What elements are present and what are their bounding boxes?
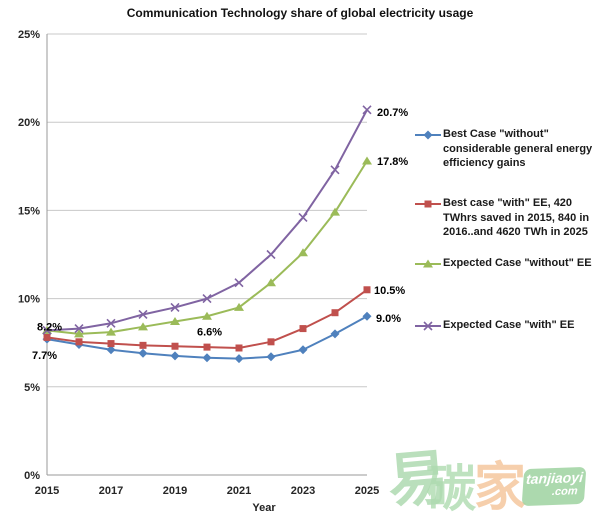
- x-marker-icon: [298, 212, 308, 223]
- legend-item-label: Best Case "without" considerable general…: [443, 128, 593, 169]
- triangle-marker-icon: [298, 248, 308, 257]
- triangle-marker-icon: [362, 156, 372, 165]
- diamond-marker-icon: [330, 329, 340, 339]
- square-marker-icon: [107, 340, 115, 348]
- x-marker-icon: [106, 318, 116, 328]
- square-marker-icon: [299, 325, 307, 333]
- data-label: 8.2%: [37, 321, 62, 333]
- y-tick-label: 25%: [18, 29, 40, 41]
- x-axis-labels: 2015 2017 2019 2021 2023 2025: [35, 485, 379, 497]
- legend-item-label: Expected Case "with" EE: [443, 319, 575, 331]
- legend-item-label: Expected Case "without" EE: [443, 257, 592, 269]
- x-marker-icon: [266, 249, 276, 260]
- triangle-marker-icon: [266, 278, 276, 287]
- diamond-marker-icon: [106, 345, 116, 355]
- x-marker-icon: [138, 309, 148, 320]
- x-marker-icon: [202, 294, 212, 304]
- x-marker-icon: [170, 302, 180, 312]
- data-label: 17.8%: [377, 156, 408, 168]
- triangle-marker-icon: [330, 207, 340, 216]
- legend-marker-icon: [415, 259, 441, 268]
- triangle-marker-icon: [138, 322, 148, 331]
- legend-marker-icon: [415, 321, 441, 331]
- x-tick-label: 2015: [35, 485, 59, 497]
- triangle-marker-icon: [170, 317, 180, 326]
- diamond-marker-icon: [298, 345, 308, 355]
- x-tick-label: 2021: [227, 485, 251, 497]
- legend-item-label: Best case "with" EE, 420 TWhrs saved in …: [443, 197, 590, 238]
- x-tick-label: 2019: [163, 485, 187, 497]
- square-marker-icon: [267, 338, 275, 346]
- y-tick-label: 15%: [18, 205, 40, 217]
- diamond-marker-icon: [202, 353, 212, 363]
- chart-title: Communication Technology share of global…: [126, 6, 474, 20]
- gridlines: [47, 33, 367, 476]
- diamond-marker-icon: [138, 348, 148, 358]
- series-line: [46, 109, 368, 332]
- legend-item-0: Best Case "without" considerable general…: [415, 127, 595, 171]
- series-3: [42, 105, 372, 335]
- diamond-marker-icon: [423, 130, 433, 140]
- y-tick-label: 10%: [18, 294, 40, 306]
- data-label: 10.5%: [374, 285, 405, 297]
- data-label: 7.7%: [32, 350, 57, 362]
- series-line: [46, 160, 368, 335]
- triangle-marker-icon: [106, 327, 116, 336]
- watermark-badge: tanjiaoyi .com: [521, 466, 587, 507]
- diamond-marker-icon: [266, 352, 276, 362]
- triangle-marker-icon: [202, 311, 212, 320]
- data-label: 20.7%: [377, 107, 408, 119]
- x-tick-label: 2017: [99, 485, 123, 497]
- square-marker-icon: [171, 342, 179, 350]
- legend-item-2: Expected Case "without" EE: [415, 256, 595, 271]
- square-marker-icon: [203, 343, 211, 351]
- x-axis-title: Year: [252, 502, 276, 514]
- y-tick-label: 0%: [24, 470, 40, 482]
- square-marker-icon: [235, 344, 243, 352]
- data-labels: 8.2% 7.7% 6.6% 9.0% 10.5% 17.8% 20.7%: [32, 107, 408, 362]
- x-marker-icon: [423, 321, 433, 331]
- diamond-marker-icon: [234, 354, 244, 364]
- legend-item-3: Expected Case "with" EE: [415, 318, 595, 333]
- square-marker-icon: [363, 286, 371, 294]
- legend-item-1: Best case "with" EE, 420 TWhrs saved in …: [415, 196, 595, 240]
- x-marker-icon: [42, 325, 52, 335]
- x-marker-icon: [74, 324, 84, 334]
- y-tick-label: 20%: [18, 117, 40, 129]
- data-label: 9.0%: [376, 313, 401, 325]
- square-marker-icon: [75, 338, 83, 346]
- square-marker-icon: [139, 341, 147, 349]
- triangle-marker-icon: [234, 302, 244, 311]
- series-2: [42, 156, 372, 338]
- x-tick-label: 2023: [291, 485, 315, 497]
- x-marker-icon: [234, 278, 244, 288]
- legend-marker-icon: [415, 200, 441, 208]
- triangle-marker-icon: [74, 329, 84, 338]
- x-marker-icon: [330, 165, 340, 175]
- square-marker-icon: [424, 200, 432, 208]
- data-label: 6.6%: [197, 327, 222, 339]
- x-marker-icon: [362, 105, 372, 115]
- series-1: [43, 286, 371, 352]
- square-marker-icon: [43, 333, 51, 341]
- x-tick-label: 2025: [355, 485, 379, 497]
- square-marker-icon: [331, 309, 339, 317]
- y-axis-labels: 0% 5% 10% 15% 20% 25%: [18, 29, 40, 482]
- legend-marker-icon: [415, 130, 441, 140]
- triangle-marker-icon: [423, 259, 433, 268]
- diamond-marker-icon: [362, 311, 372, 321]
- watermark-domain-text: .com: [551, 485, 579, 499]
- y-tick-label: 5%: [24, 382, 40, 394]
- diamond-marker-icon: [170, 351, 180, 361]
